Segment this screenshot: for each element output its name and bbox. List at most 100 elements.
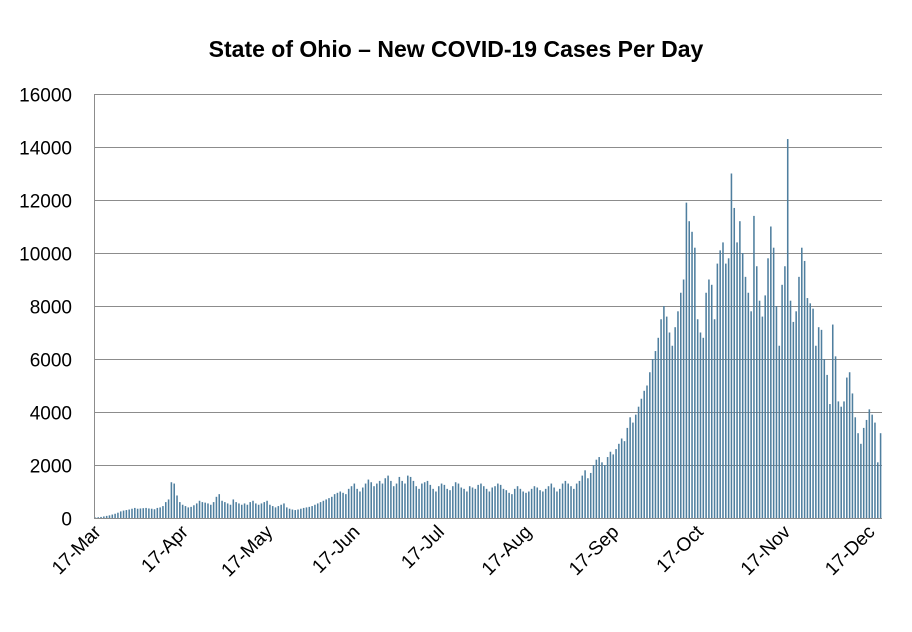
x-tick-label: 17-May xyxy=(218,521,278,581)
data-bar xyxy=(339,491,342,518)
data-bar xyxy=(255,503,257,518)
data-bar xyxy=(784,266,786,518)
data-bar xyxy=(629,417,631,518)
data-bar xyxy=(573,488,575,518)
data-bar xyxy=(266,500,268,518)
data-bar xyxy=(854,417,857,518)
data-bar xyxy=(620,438,623,518)
data-bar xyxy=(516,486,519,518)
data-bar xyxy=(429,484,432,519)
data-bar xyxy=(252,500,254,518)
data-bar xyxy=(561,483,564,518)
x-tick-label: 17-Apr xyxy=(138,521,194,577)
data-bar xyxy=(457,483,460,518)
data-bar xyxy=(809,303,812,518)
x-tick-label: 17-Aug xyxy=(478,522,536,580)
data-bar xyxy=(443,484,446,519)
data-bar xyxy=(283,503,285,518)
data-bar xyxy=(378,480,381,518)
data-bar xyxy=(302,507,305,518)
data-bar xyxy=(243,503,246,518)
data-bar xyxy=(860,443,862,518)
data-bar xyxy=(612,454,615,518)
data-bar xyxy=(879,433,882,518)
data-bar xyxy=(288,508,291,518)
data-bar xyxy=(550,483,553,518)
data-bar xyxy=(682,279,685,518)
data-bar xyxy=(623,441,626,518)
data-bar xyxy=(643,390,645,518)
data-bar xyxy=(119,511,122,519)
data-bar xyxy=(97,517,99,518)
data-bar xyxy=(297,509,299,518)
data-bar xyxy=(221,500,223,518)
data-bar xyxy=(454,482,457,518)
data-bar xyxy=(226,503,229,518)
data-bar xyxy=(775,306,778,518)
data-bar xyxy=(680,292,682,518)
data-bar xyxy=(868,409,871,518)
data-bar xyxy=(758,300,761,518)
data-bar xyxy=(356,488,358,518)
data-bar xyxy=(604,465,606,518)
data-bar xyxy=(542,491,544,518)
data-bar xyxy=(193,505,195,518)
data-bar xyxy=(536,487,539,518)
x-tick-label: 17-Oct xyxy=(653,521,709,577)
data-bar xyxy=(198,500,201,518)
data-bar xyxy=(595,459,598,518)
data-bar xyxy=(367,479,370,518)
data-bar xyxy=(432,488,434,518)
data-bar xyxy=(708,279,710,518)
data-bar xyxy=(345,494,347,518)
x-tick-label: 17-Nov xyxy=(737,521,796,580)
data-bar xyxy=(260,503,263,518)
data-bar xyxy=(103,516,105,518)
data-bar xyxy=(218,494,221,518)
data-bar xyxy=(696,319,699,518)
data-bar xyxy=(122,510,125,518)
data-bar xyxy=(755,266,758,518)
data-bar xyxy=(463,488,465,518)
y-tick-label: 2000 xyxy=(30,457,72,478)
data-bar xyxy=(843,401,845,518)
data-bar xyxy=(727,258,730,518)
data-bar xyxy=(640,398,643,518)
data-bar xyxy=(184,506,187,518)
data-bar xyxy=(179,502,181,518)
data-bar xyxy=(584,470,586,518)
data-bar xyxy=(519,488,522,518)
data-bar xyxy=(229,504,232,518)
data-bar xyxy=(829,404,831,518)
data-bar xyxy=(710,284,713,518)
data-bar xyxy=(274,507,277,518)
data-bar xyxy=(159,507,161,518)
data-bar xyxy=(609,451,612,518)
data-bar xyxy=(781,284,783,518)
data-bar xyxy=(544,488,547,518)
data-bar xyxy=(522,491,524,518)
data-bar xyxy=(452,486,454,518)
data-bar xyxy=(699,332,702,518)
data-bar xyxy=(468,486,471,518)
chart-title: State of Ohio – New COVID-19 Cases Per D… xyxy=(208,36,704,62)
data-bar xyxy=(705,292,707,518)
data-bar xyxy=(558,488,561,518)
data-bar xyxy=(142,508,145,518)
data-bar xyxy=(440,483,443,518)
data-bar xyxy=(277,506,280,518)
data-bar xyxy=(446,488,448,518)
data-bar xyxy=(767,258,769,518)
data-bar xyxy=(837,401,840,518)
data-bar xyxy=(215,496,218,518)
data-bar xyxy=(736,242,738,518)
data-bar xyxy=(831,324,834,518)
data-bar xyxy=(739,221,741,518)
data-bar xyxy=(691,231,693,519)
data-bar xyxy=(437,486,440,518)
data-bar xyxy=(117,512,119,518)
data-bar xyxy=(826,374,828,518)
data-bar xyxy=(347,488,350,518)
data-bar xyxy=(308,506,311,518)
